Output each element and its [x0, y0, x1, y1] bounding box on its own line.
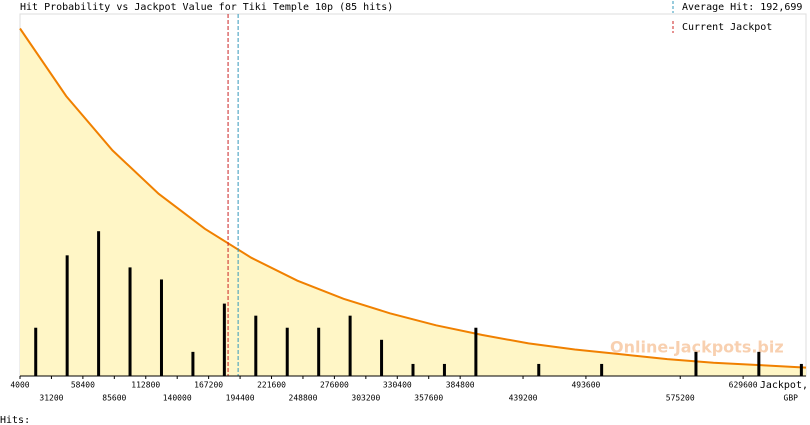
x-tick-label: 221600 [257, 381, 286, 390]
bar [799, 363, 803, 376]
bar [159, 279, 163, 376]
x-tick-label: 85600 [102, 394, 126, 403]
bar [222, 303, 226, 376]
x-tick-label: 276000 [320, 381, 349, 390]
x-tick-label: 629600 [729, 381, 758, 390]
bar [191, 351, 195, 376]
curve-area [20, 28, 806, 376]
x-tick-label: 330400 [383, 381, 412, 390]
x-tick-label: 303200 [351, 394, 380, 403]
x-tick-label: 112800 [131, 381, 160, 390]
x-axis-unit: GBP [784, 394, 799, 403]
bar [442, 363, 446, 376]
x-tick-label: 140000 [163, 394, 192, 403]
legend-label: Current Jackpot [682, 22, 772, 33]
x-tick-label: 384800 [446, 381, 475, 390]
x-tick-label: 493600 [571, 381, 600, 390]
legend-label: Average Hit: 192,699 [682, 2, 802, 13]
x-tick-label: 357600 [414, 394, 443, 403]
bar [380, 339, 384, 376]
bar [474, 327, 478, 376]
bar [411, 363, 415, 376]
bar [97, 231, 101, 376]
curve-line [19, 27, 807, 369]
x-tick-label: 439200 [509, 394, 538, 403]
x-tick-label: 194400 [226, 394, 255, 403]
bar [34, 327, 38, 376]
bar [128, 267, 132, 376]
chart-title: Hit Probability vs Jackpot Value for Tik… [20, 2, 393, 13]
x-tick-label: 31200 [39, 394, 63, 403]
bar [65, 255, 69, 376]
bar [537, 363, 541, 376]
x-tick-label: 248800 [289, 394, 318, 403]
bar [348, 315, 352, 376]
bar [694, 351, 698, 376]
x-tick-label: 58400 [71, 381, 95, 390]
bar [600, 363, 604, 376]
x-tick-label: 575200 [666, 394, 695, 403]
x-axis-label: Jackpot, [760, 380, 808, 391]
hits-label: Hits: [0, 415, 30, 425]
x-tick-label: 4000 [10, 381, 29, 390]
x-tick-label: 167200 [194, 381, 223, 390]
watermark: Online-Jackpots.biz [610, 338, 784, 357]
bar [317, 327, 321, 376]
bar [254, 315, 258, 376]
bar [285, 327, 289, 376]
bar [757, 351, 761, 376]
